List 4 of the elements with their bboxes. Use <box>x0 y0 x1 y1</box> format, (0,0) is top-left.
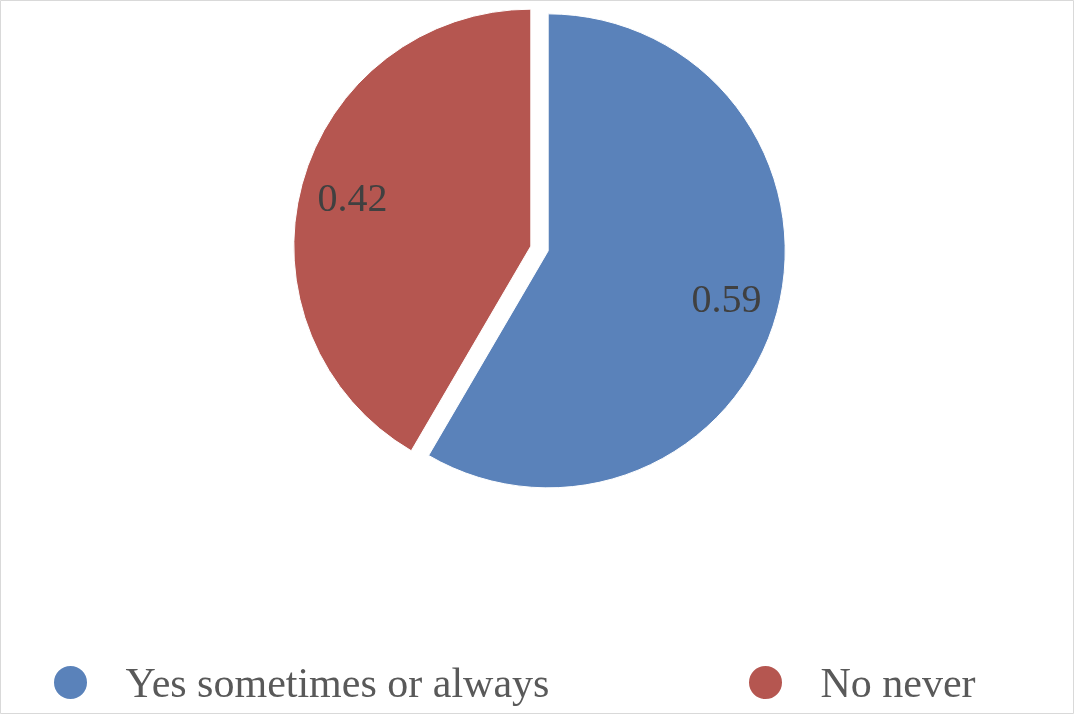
legend-label: No never <box>820 659 976 706</box>
data-label: 0.42 <box>317 174 388 220</box>
data-label: 0.59 <box>691 276 762 322</box>
legend-label: Yes sometimes or always <box>125 659 550 706</box>
